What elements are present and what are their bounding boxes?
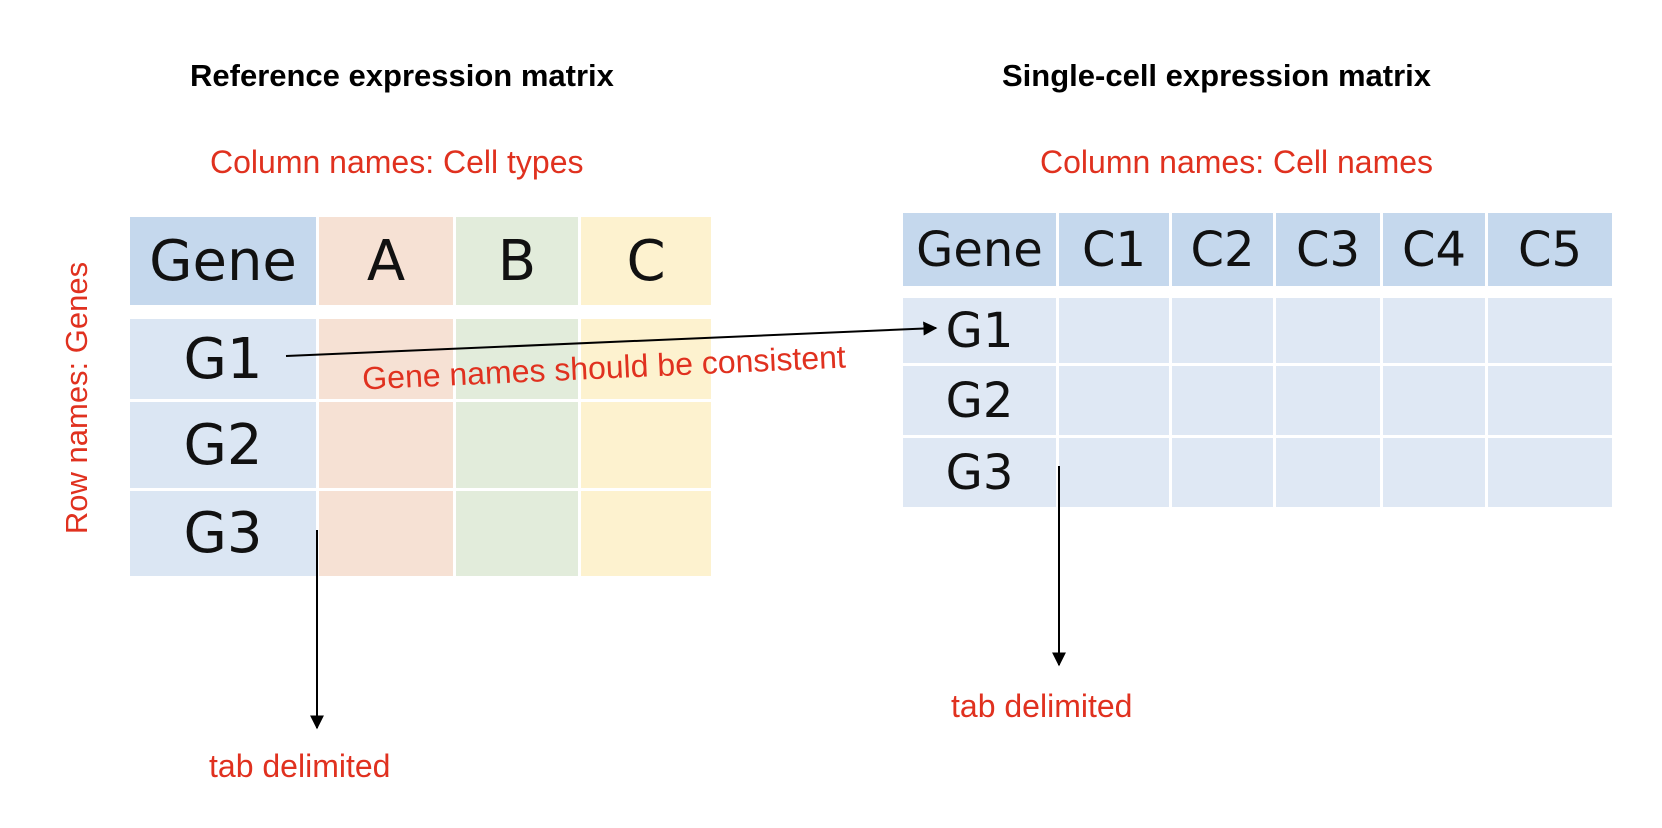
reference-row-g1: G1 (130, 319, 316, 399)
single-cell-cell (1383, 366, 1485, 435)
reference-cell (456, 319, 578, 399)
single-cell-cell (1383, 298, 1485, 363)
single-cell-cell (1059, 298, 1169, 363)
single-cell-cell (1488, 366, 1612, 435)
single-cell-row-g2: G2 (903, 366, 1056, 435)
reference-row-g3: G3 (130, 491, 316, 576)
reference-cell (456, 402, 578, 488)
reference-column-note: Column names: Cell types (210, 144, 584, 180)
single-cell-header-c4: C4 (1383, 213, 1485, 286)
single-cell-cell (1059, 366, 1169, 435)
reference-header-c: C (581, 217, 711, 305)
reference-header-b: B (456, 217, 578, 305)
gene-link-arrow (285, 321, 938, 357)
reference-cell (581, 319, 711, 399)
single-cell-cell (1488, 438, 1612, 507)
single-cell-cell (1276, 298, 1380, 363)
reference-cell (456, 491, 578, 576)
reference-header-a: A (319, 217, 453, 305)
reference-matrix-title: Reference expression matrix (190, 58, 614, 93)
single-cell-cell (1488, 298, 1612, 363)
single-cell-cell (1276, 366, 1380, 435)
single-cell-header-c3: C3 (1276, 213, 1380, 286)
single-cell-matrix-title: Single-cell expression matrix (1002, 58, 1432, 93)
reference-cell (581, 491, 711, 576)
reference-row-g2: G2 (130, 402, 316, 488)
reference-cell (319, 491, 453, 576)
reference-cell (581, 402, 711, 488)
single-cell-cell (1383, 438, 1485, 507)
single-cell-cell (1172, 298, 1273, 363)
single-cell-header-c1: C1 (1059, 213, 1169, 286)
single-cell-cell (1172, 438, 1273, 507)
reference-cell (319, 402, 453, 488)
single-cell-cell (1059, 438, 1169, 507)
single-cell-delimiter-note: tab delimited (951, 688, 1133, 724)
single-cell-cell (1172, 366, 1273, 435)
single-cell-header-c5: C5 (1488, 213, 1612, 286)
reference-delimiter-note: tab delimited (209, 748, 391, 784)
single-cell-cell (1276, 438, 1380, 507)
single-cell-header-gene: Gene (903, 213, 1056, 286)
reference-cell (319, 319, 453, 399)
single-cell-header-c2: C2 (1172, 213, 1273, 286)
single-cell-column-note: Column names: Cell names (1040, 144, 1434, 180)
single-cell-row-g3: G3 (903, 438, 1056, 507)
reference-header-gene: Gene (130, 217, 316, 305)
